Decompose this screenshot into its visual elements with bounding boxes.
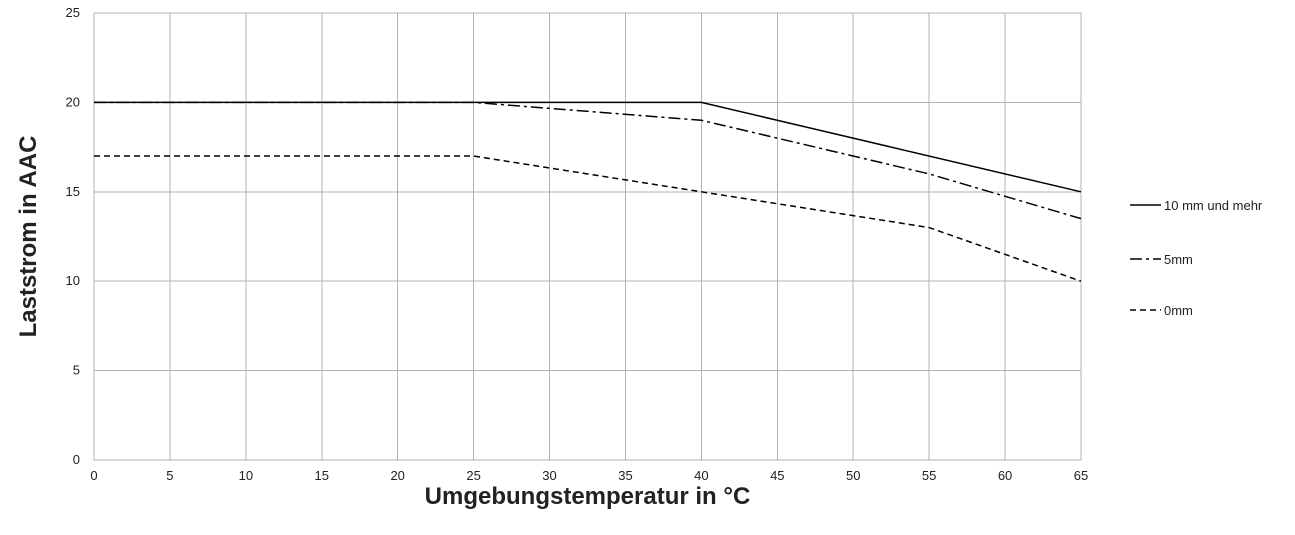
series-lines bbox=[94, 101, 1082, 282]
x-tick-label: 10 bbox=[239, 468, 253, 483]
x-axis-tick-labels: 0 5 10 15 20 25 30 35 40 45 50 55 60 65 bbox=[90, 468, 1088, 483]
y-axis-title: Laststrom in AAC bbox=[15, 136, 42, 338]
x-tick-label: 35 bbox=[618, 468, 632, 483]
y-tick-label: 25 bbox=[66, 5, 80, 20]
x-tick-label: 25 bbox=[466, 468, 480, 483]
x-tick-label: 40 bbox=[694, 468, 708, 483]
x-tick-label: 60 bbox=[998, 468, 1012, 483]
y-tick-label: 15 bbox=[66, 184, 80, 199]
x-tick-label: 30 bbox=[542, 468, 556, 483]
legend: 10 mm und mehr 5mm 0mm bbox=[1130, 198, 1263, 318]
x-tick-label: 20 bbox=[390, 468, 404, 483]
legend-label-2: 5mm bbox=[1164, 252, 1193, 267]
y-tick-label: 20 bbox=[66, 94, 80, 109]
y-tick-label: 5 bbox=[73, 363, 80, 378]
y-axis-tick-labels: 0 5 10 15 20 25 bbox=[66, 5, 80, 467]
x-tick-label: 50 bbox=[846, 468, 860, 483]
x-tick-label: 45 bbox=[770, 468, 784, 483]
legend-label-3: 0mm bbox=[1164, 303, 1193, 318]
grid bbox=[93, 12, 1082, 461]
x-tick-label: 65 bbox=[1074, 468, 1088, 483]
series-line-1 bbox=[94, 101, 1082, 193]
y-tick-label: 10 bbox=[66, 273, 80, 288]
x-tick-label: 5 bbox=[166, 468, 173, 483]
series-line-2 bbox=[94, 101, 1082, 220]
y-tick-label: 0 bbox=[73, 452, 80, 467]
legend-label-1: 10 mm und mehr bbox=[1164, 198, 1263, 213]
plot-area-frame bbox=[93, 12, 1082, 461]
series-line-3 bbox=[94, 155, 1082, 282]
x-tick-label: 15 bbox=[315, 468, 329, 483]
x-tick-label: 55 bbox=[922, 468, 936, 483]
x-tick-label: 0 bbox=[90, 468, 97, 483]
x-axis-title: Umgebungstemperatur in °C bbox=[425, 483, 751, 510]
